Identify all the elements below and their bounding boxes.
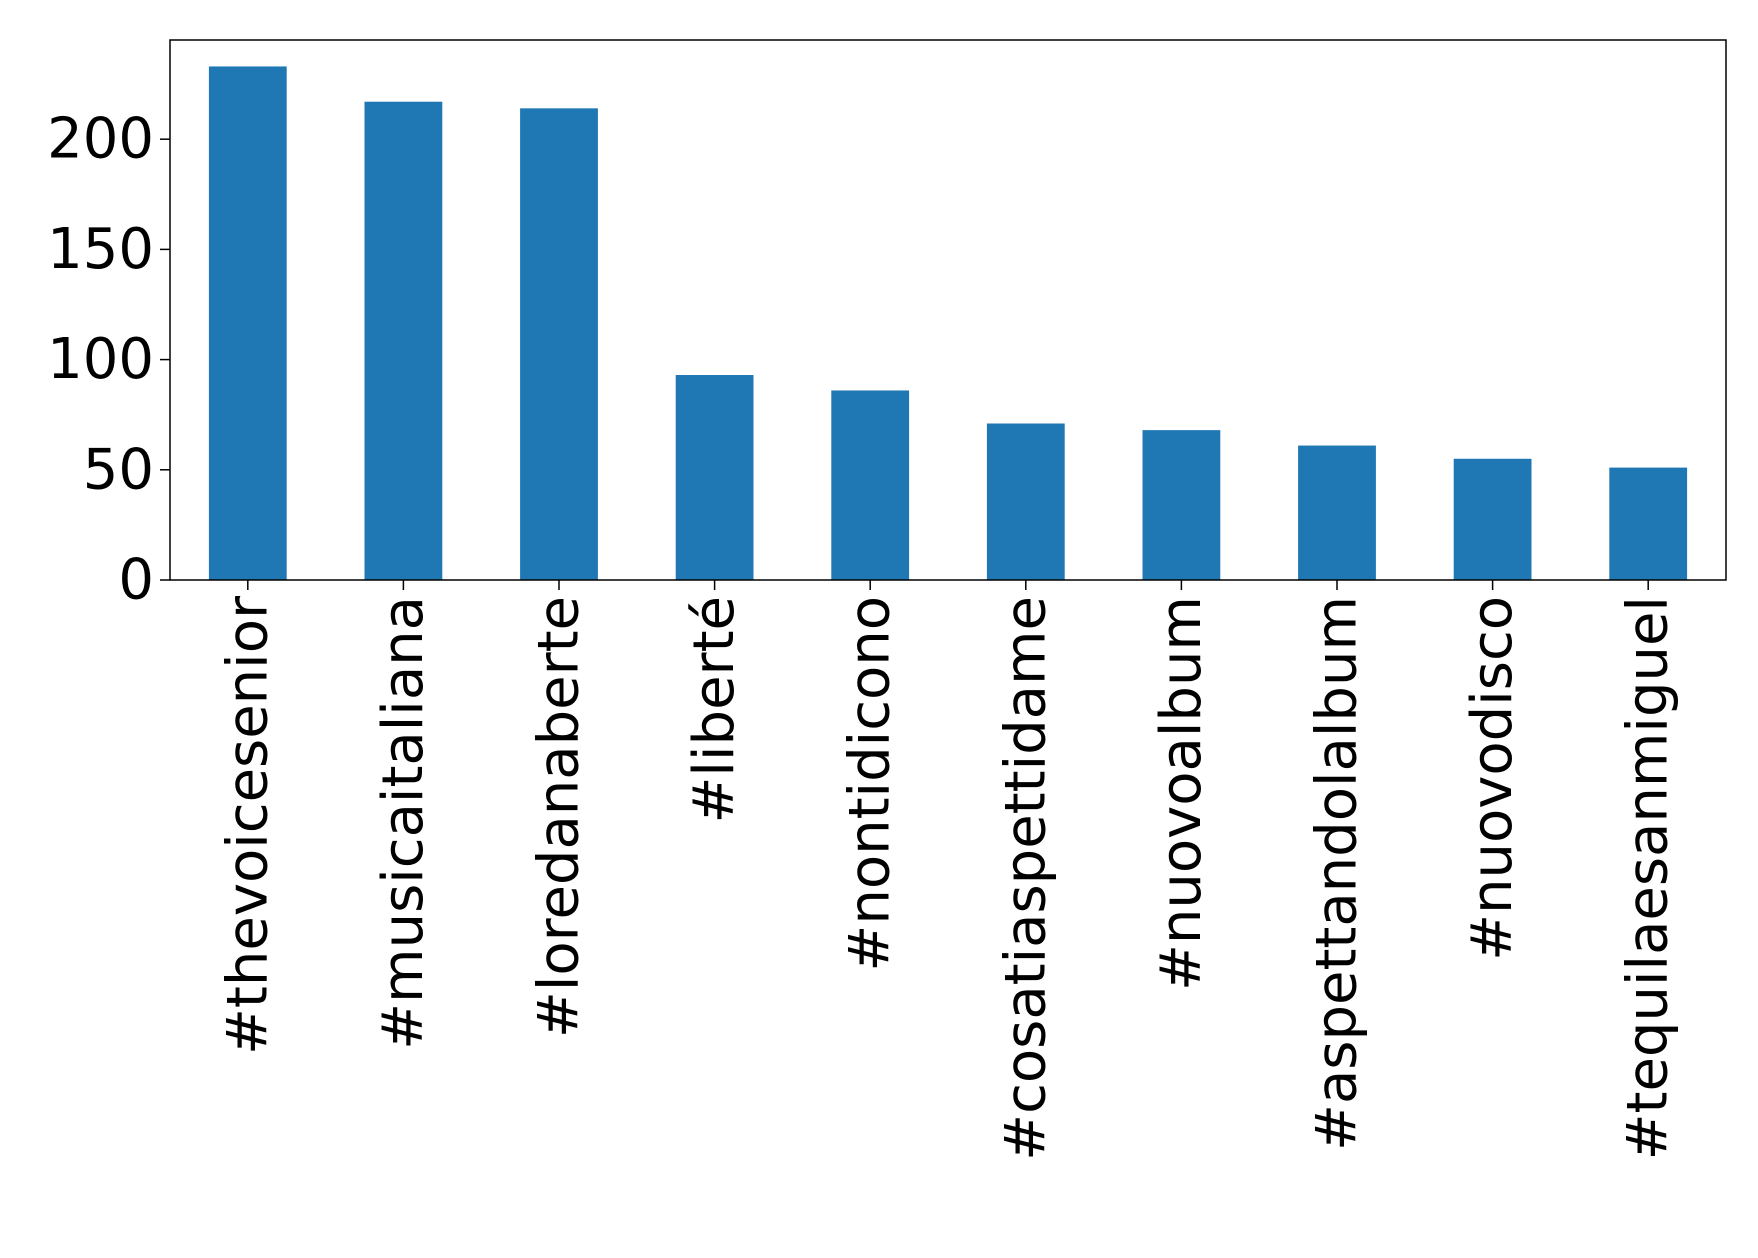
x-axis: #thevoicesenior #musicaitaliana #loredanab… <box>215 580 1681 1161</box>
bar-0 <box>208 66 287 581</box>
y-tick-label: 0 <box>118 548 154 613</box>
bar-1 <box>364 101 443 580</box>
x-tick-label: #aspettandolalbum <box>1305 596 1370 1151</box>
y-tick-label: 150 <box>47 217 154 282</box>
bar-2 <box>520 108 598 580</box>
x-tick-label: #nontidicono <box>838 596 903 972</box>
x-tick-label: #cosatiaspettidame <box>993 596 1058 1161</box>
y-tick-label: 50 <box>83 437 154 502</box>
bar-8 <box>1453 458 1532 580</box>
plot-frame <box>169 39 1727 581</box>
x-tick-label: #musicaitaliana <box>371 596 436 1050</box>
y-axis: 0 50 100 150 200 <box>47 107 170 613</box>
bar-9 <box>1609 467 1688 580</box>
x-tick-label: #liberté <box>682 596 747 823</box>
bar-3 <box>675 375 754 580</box>
bar-6 <box>1142 430 1221 580</box>
x-tick-label: #nuovodisco <box>1460 596 1525 961</box>
x-tick-label: #thevoicesenior <box>215 595 280 1055</box>
bar-7 <box>1298 445 1376 580</box>
x-tick-label: #nuovoalbum <box>1149 596 1214 991</box>
y-tick-label: 200 <box>47 107 154 172</box>
x-tick-label: #tequilaesanmiguel <box>1616 596 1681 1160</box>
y-tick-label: 100 <box>47 327 154 392</box>
bar-4 <box>831 390 910 580</box>
bar-5 <box>986 423 1065 580</box>
x-tick-label: #loredanaberte <box>527 596 592 1038</box>
bars-group <box>208 66 1688 581</box>
